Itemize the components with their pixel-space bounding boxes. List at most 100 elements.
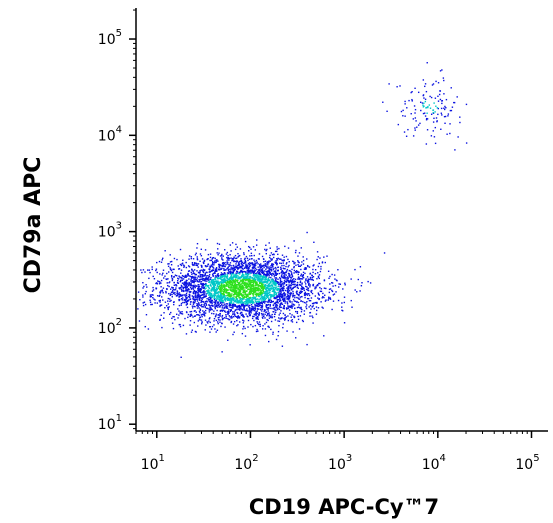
event-point (323, 296, 325, 299)
event-point (239, 308, 241, 310)
event-point (200, 274, 203, 276)
event-point (235, 275, 238, 277)
event-point (271, 272, 274, 275)
event-point (445, 98, 448, 101)
event-point (215, 301, 217, 303)
event-point (306, 276, 309, 278)
event-point (224, 249, 226, 251)
event-point (238, 266, 240, 269)
event-point (253, 277, 255, 279)
event-point (172, 291, 174, 293)
event-point (217, 260, 219, 262)
event-point (308, 283, 310, 285)
event-point (240, 260, 243, 262)
event-point (293, 272, 295, 274)
event-point (167, 265, 170, 268)
event-point (212, 267, 215, 269)
event-point (239, 296, 241, 299)
event-point (188, 295, 191, 297)
event-point (447, 113, 450, 115)
event-point (271, 263, 273, 265)
event-point (253, 290, 255, 293)
event-point (265, 292, 267, 294)
event-point (249, 262, 251, 264)
event-point (236, 312, 239, 315)
event-point (266, 307, 268, 309)
event-point (286, 279, 288, 282)
event-point (246, 299, 248, 301)
event-point (432, 109, 434, 111)
event-point (273, 296, 276, 299)
event-point (259, 280, 262, 283)
event-point (261, 295, 263, 298)
event-point (220, 255, 223, 257)
event-point (187, 313, 190, 316)
event-point (319, 282, 321, 285)
event-point (325, 287, 327, 290)
event-point (296, 312, 299, 314)
event-point (267, 279, 269, 282)
event-point (235, 263, 237, 265)
event-point (328, 277, 330, 280)
event-point (276, 246, 278, 248)
event-point (297, 260, 299, 262)
event-point (318, 262, 321, 265)
event-point (262, 317, 264, 319)
event-point (417, 124, 420, 126)
event-point (449, 109, 452, 112)
event-point (192, 296, 195, 299)
event-point (197, 271, 200, 274)
event-point (299, 315, 302, 317)
event-point (218, 287, 220, 289)
event-point (245, 303, 248, 305)
event-point (326, 255, 328, 257)
event-point (301, 261, 303, 263)
event-point (310, 297, 313, 299)
event-point (189, 303, 192, 305)
event-point (214, 292, 217, 295)
event-point (293, 294, 296, 297)
event-point (263, 260, 265, 263)
event-point (247, 299, 250, 302)
event-point (159, 305, 161, 307)
event-point (311, 289, 313, 292)
event-point (287, 247, 290, 249)
event-point (241, 266, 243, 268)
event-point (248, 250, 250, 252)
event-point (251, 269, 253, 272)
event-point (247, 270, 249, 273)
event-point (178, 299, 180, 302)
event-point (331, 308, 333, 311)
event-point (233, 281, 236, 283)
event-point (166, 272, 168, 275)
event-point (192, 280, 194, 282)
event-point (281, 317, 283, 319)
event-point (197, 314, 199, 316)
event-point (317, 297, 319, 299)
event-point (252, 306, 254, 308)
event-point (212, 269, 215, 272)
event-point (301, 283, 303, 285)
event-point (268, 294, 271, 296)
event-point (243, 301, 246, 303)
event-point (255, 244, 258, 246)
event-point (139, 298, 141, 301)
event-point (255, 283, 258, 286)
event-point (281, 270, 284, 272)
event-point (272, 264, 274, 266)
event-point (192, 272, 194, 275)
event-point (243, 253, 245, 256)
event-point (321, 306, 323, 308)
event-point (199, 274, 201, 276)
event-point (246, 297, 248, 300)
event-point (238, 308, 240, 310)
event-point (234, 248, 237, 251)
event-point (269, 285, 272, 287)
event-point (285, 276, 287, 279)
event-point (266, 262, 268, 265)
event-point (182, 324, 185, 327)
event-point (188, 296, 191, 299)
event-point (419, 122, 421, 125)
event-point (269, 273, 272, 275)
event-point (252, 272, 254, 274)
